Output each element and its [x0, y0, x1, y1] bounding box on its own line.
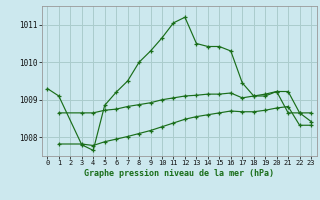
- X-axis label: Graphe pression niveau de la mer (hPa): Graphe pression niveau de la mer (hPa): [84, 169, 274, 178]
